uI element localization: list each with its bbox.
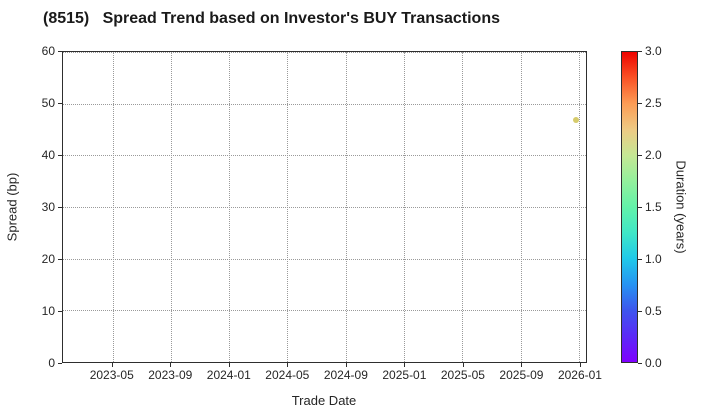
y-tick-mark [58, 311, 62, 312]
y-tick-label: 30 [41, 200, 55, 214]
y-gridline [63, 155, 586, 157]
x-tick-mark [521, 363, 523, 367]
y-tick-label: 0 [48, 356, 55, 370]
colorbar-tick-label: 0.5 [645, 304, 662, 318]
x-tick-mark [579, 363, 581, 367]
x-tick-label: 2026-01 [557, 368, 602, 382]
x-tick-mark [287, 363, 289, 367]
x-tick-label: 2024-09 [323, 368, 368, 382]
y-tick-mark [58, 259, 62, 260]
colorbar-tick-label: 1.5 [645, 200, 662, 214]
y-tick-mark [58, 155, 62, 156]
colorbar-tick-label: 3.0 [645, 44, 662, 58]
data-point [572, 117, 579, 124]
y-tick-mark [58, 207, 62, 208]
x-tick-mark [228, 363, 230, 367]
colorbar-tick-mark [638, 311, 642, 312]
y-tick-mark [58, 363, 62, 364]
colorbar-tick-mark [638, 103, 642, 104]
y-tick-label: 40 [41, 148, 55, 162]
x-tick-mark [345, 363, 347, 367]
y-tick-label: 10 [41, 304, 55, 318]
y-gridline [63, 310, 586, 312]
x-tick-mark [462, 363, 464, 367]
x-axis-label: Trade Date [291, 393, 357, 408]
y-gridline [63, 207, 586, 208]
x-tick-label: 2023-05 [89, 368, 134, 382]
y-tick-mark [58, 51, 62, 52]
colorbar-tick-mark [638, 155, 642, 156]
colorbar [621, 51, 638, 363]
x-tick-label: 2023-09 [148, 368, 193, 382]
y-gridline [63, 103, 586, 105]
colorbar-tick-mark [638, 207, 642, 208]
chart-title: (8515) Spread Trend based on Investor's … [43, 10, 500, 27]
colorbar-tick-mark [638, 259, 642, 260]
y-tick-label: 50 [41, 96, 55, 110]
x-tick-label: 2025-05 [440, 368, 485, 382]
colorbar-tick-label: 2.0 [645, 148, 662, 162]
colorbar-label: Duration (years) [673, 160, 689, 254]
colorbar-tick-label: 2.5 [645, 96, 662, 110]
x-tick-label: 2024-01 [206, 368, 251, 382]
x-tick-mark [111, 363, 113, 367]
y-gridline [63, 258, 586, 260]
x-tick-label: 2025-01 [382, 368, 427, 382]
x-tick-label: 2024-05 [265, 368, 310, 382]
x-tick-mark [404, 363, 406, 367]
x-tick-label: 2025-09 [499, 368, 544, 382]
colorbar-tick-label: 1.0 [645, 252, 662, 266]
colorbar-tick-label: 0.0 [645, 356, 662, 370]
y-tick-label: 60 [41, 44, 55, 58]
y-tick-mark [58, 103, 62, 104]
y-tick-label: 20 [41, 252, 55, 266]
y-gridline [63, 52, 586, 53]
y-axis-label: Spread (bp) [4, 172, 20, 242]
colorbar-tick-mark [638, 363, 642, 364]
plot-area [62, 51, 587, 363]
x-tick-mark [170, 363, 172, 367]
colorbar-tick-mark [638, 51, 642, 52]
